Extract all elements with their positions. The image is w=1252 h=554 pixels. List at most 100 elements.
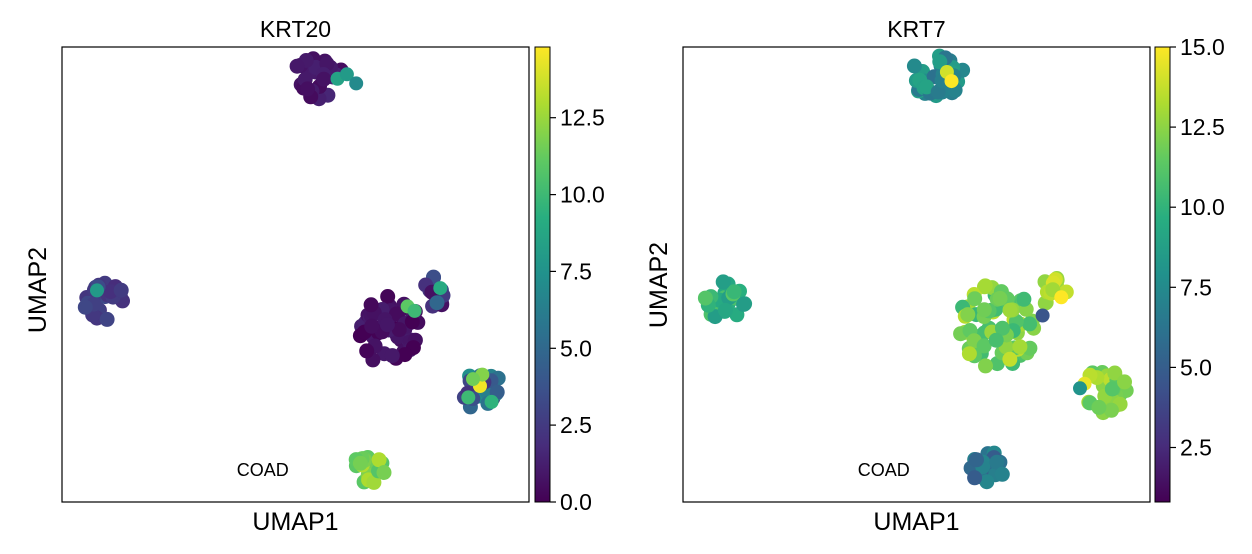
scatter-point — [930, 84, 946, 100]
scatter-point — [1104, 381, 1120, 397]
scatter-point — [99, 311, 115, 327]
colorbar-tick-label: 2.5 — [560, 412, 592, 438]
scatter-point — [944, 74, 959, 89]
scatter-point — [992, 290, 1008, 306]
colorbar-tick-label: 5.0 — [560, 335, 592, 361]
colorbar-tick-label: 10.0 — [1180, 194, 1225, 220]
scatter-point — [906, 58, 922, 74]
scatter-point — [988, 332, 1004, 348]
panel-krt20: KRT20 COAD UMAP1 UMAP2 0.0 2.5 5.0 7.5 10.0 1… — [24, 16, 605, 536]
scatter-point — [391, 322, 407, 338]
scatter-point — [960, 307, 976, 323]
scatter-point — [466, 372, 480, 387]
scatter-point — [461, 390, 476, 405]
scatter-point — [300, 81, 315, 97]
scatter-point — [1091, 399, 1107, 415]
scatter-point — [407, 303, 422, 318]
scatter-point — [349, 76, 364, 91]
plot-frame — [682, 46, 1151, 503]
colorbar-ticks: 0.0 2.5 5.0 7.5 10.0 12.5 — [550, 105, 605, 515]
scatter-point — [978, 358, 993, 374]
colorbar-gradient — [534, 46, 551, 503]
scatter-point — [371, 452, 387, 468]
scatter-point — [384, 348, 400, 364]
colorbar-tick-label: 15.0 — [1180, 34, 1225, 60]
annotations: COAD — [858, 460, 910, 480]
scatter-points — [697, 48, 1134, 490]
scatter-point — [90, 283, 104, 298]
scatter-point — [484, 394, 499, 409]
annotation-label: COAD — [237, 460, 289, 480]
scatter-point — [976, 302, 992, 318]
annotation-label: COAD — [858, 460, 910, 480]
y-axis-label: UMAP2 — [24, 247, 52, 333]
scatter-point — [316, 71, 332, 87]
scatter-point — [726, 284, 742, 300]
scatter-point — [697, 290, 713, 306]
scatter-point — [397, 347, 413, 363]
scatter-point — [976, 338, 992, 354]
scatter-point — [389, 306, 405, 322]
scatter-point — [364, 318, 380, 334]
colorbar-tick-label: 12.5 — [560, 105, 605, 131]
x-axis-label: UMAP1 — [873, 508, 959, 536]
scatter-point — [969, 452, 984, 468]
annotations: COAD — [237, 460, 289, 480]
colorbar-tick-label: 12.5 — [1180, 114, 1225, 140]
colorbar-tick-label: 7.5 — [560, 258, 592, 284]
scatter-point — [1002, 351, 1018, 367]
panel-krt7: KRT7 COAD UMAP1 UMAP2 2.5 5.0 7.5 10.0 12.5 1… — [645, 16, 1225, 536]
scatter-point — [352, 455, 368, 471]
scatter-point — [1002, 302, 1018, 318]
scatter-point — [380, 289, 396, 304]
scatter-point — [977, 278, 993, 294]
colorbar-tick-label: 0.0 — [560, 489, 592, 515]
scatter-point — [404, 314, 420, 330]
scatter-point — [77, 299, 93, 315]
scatter-point — [1022, 316, 1038, 332]
scatter-point — [1016, 291, 1032, 307]
scatter-points — [77, 51, 506, 490]
x-axis-label: UMAP1 — [252, 508, 338, 536]
scatter-point — [339, 67, 354, 82]
scatter-point — [1035, 308, 1050, 323]
scatter-point — [1107, 365, 1123, 381]
colorbar-ticks: 2.5 5.0 7.5 10.0 12.5 15.0 — [1170, 34, 1225, 461]
scatter-point — [994, 466, 1010, 482]
scatter-point — [989, 454, 1005, 470]
scatter-point — [429, 295, 445, 311]
colorbar-gradient — [1154, 46, 1171, 503]
scatter-point — [1073, 381, 1087, 396]
scatter-point — [379, 317, 395, 333]
scatter-point — [1117, 374, 1132, 390]
scatter-point — [967, 470, 983, 486]
scatter-point — [433, 281, 448, 296]
colorbar-tick-label: 7.5 — [1180, 274, 1212, 300]
scatter-point — [363, 297, 379, 313]
scatter-point — [979, 474, 995, 490]
panel-title: KRT7 — [887, 16, 945, 42]
scatter-point — [113, 282, 129, 298]
scatter-point — [376, 465, 392, 480]
scatter-point — [932, 54, 948, 70]
scatter-point — [967, 291, 983, 307]
colorbar: 0.0 2.5 5.0 7.5 10.0 12.5 — [534, 46, 605, 515]
scatter-point — [359, 343, 375, 359]
scatter-point — [366, 474, 382, 490]
colorbar: 2.5 5.0 7.5 10.0 12.5 15.0 — [1154, 34, 1225, 503]
scatter-point — [717, 302, 733, 318]
scatter-point — [961, 346, 977, 362]
colorbar-tick-label: 5.0 — [1180, 354, 1212, 380]
panel-title: KRT20 — [260, 16, 331, 42]
colorbar-tick-label: 10.0 — [560, 182, 605, 208]
scatter-point — [919, 79, 935, 95]
scatter-point — [1054, 290, 1069, 305]
scatter-point — [736, 296, 752, 312]
scatter-point — [994, 320, 1010, 336]
scatter-point — [1103, 402, 1119, 418]
y-axis-label: UMAP2 — [645, 242, 673, 328]
scatter-point — [1012, 339, 1028, 355]
colorbar-tick-label: 2.5 — [1180, 435, 1212, 461]
scatter-point — [289, 58, 305, 74]
